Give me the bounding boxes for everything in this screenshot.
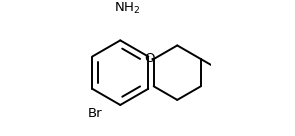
Text: NH$_2$: NH$_2$	[114, 1, 140, 16]
Text: Br: Br	[88, 107, 102, 120]
Text: O: O	[144, 52, 155, 66]
